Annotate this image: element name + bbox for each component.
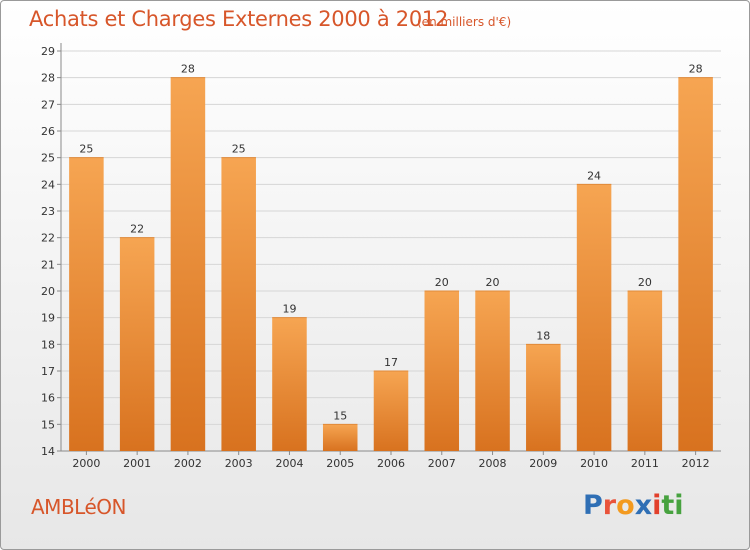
bar <box>322 424 358 451</box>
data-label: 15 <box>333 409 347 422</box>
x-tick-label: 2012 <box>682 457 710 470</box>
y-tick-label: 20 <box>41 285 55 298</box>
x-tick-label: 2004 <box>275 457 303 470</box>
bar <box>424 291 460 451</box>
logo-letter: o <box>616 490 635 521</box>
y-tick-label: 15 <box>41 418 55 431</box>
data-label: 24 <box>587 169 601 182</box>
data-label: 18 <box>536 329 550 342</box>
bar <box>221 157 256 451</box>
logo-letter: t <box>661 490 675 521</box>
x-tick-label: 2003 <box>225 457 253 470</box>
y-tick-label: 14 <box>41 445 55 458</box>
y-tick-label: 25 <box>41 152 55 165</box>
data-label: 20 <box>638 276 652 289</box>
data-label: 17 <box>384 356 398 369</box>
bar <box>119 237 155 451</box>
data-label: 22 <box>130 223 144 236</box>
y-tick-label: 26 <box>41 125 55 138</box>
y-tick-label: 18 <box>41 338 55 351</box>
chart-subtitle: (en milliers d'€) <box>417 15 512 29</box>
bar <box>373 371 409 451</box>
labels: 14 15 16 17 18 19 20 21 22 23 24 25 26 27 28 29 25 2000 22… <box>41 45 710 470</box>
x-tick-label: 2002 <box>174 457 202 470</box>
data-label: 25 <box>79 143 93 156</box>
commune-name: AMBLéON <box>31 495 126 519</box>
y-tick-label: 29 <box>41 45 55 58</box>
x-tick-label: 2007 <box>428 457 456 470</box>
logo-letter: r <box>602 490 617 521</box>
x-tick-label: 2010 <box>580 457 608 470</box>
bar <box>69 157 104 451</box>
y-tick-label: 16 <box>41 392 55 405</box>
y-tick-label: 27 <box>41 98 55 111</box>
bar <box>678 77 713 452</box>
y-tick-label: 28 <box>41 72 55 85</box>
x-tick-label: 2008 <box>479 457 507 470</box>
y-tick-label: 21 <box>41 258 55 271</box>
y-tick-label: 24 <box>41 178 55 191</box>
data-label: 20 <box>435 276 449 289</box>
x-tick-label: 2001 <box>123 457 151 470</box>
logo-letter: i <box>652 490 662 521</box>
x-tick-label: 2005 <box>326 457 354 470</box>
data-label: 19 <box>282 303 296 316</box>
logo-letter: P <box>583 490 603 521</box>
y-tick-label: 22 <box>41 232 55 245</box>
y-tick-label: 23 <box>41 205 55 218</box>
x-tick-label: 2009 <box>529 457 557 470</box>
data-label: 20 <box>486 276 500 289</box>
bar <box>272 317 307 451</box>
bars <box>69 77 713 452</box>
x-tick-label: 2000 <box>72 457 100 470</box>
logo-letter: x <box>634 490 653 521</box>
proxiti-logo[interactable]: Proxiti <box>583 490 684 521</box>
x-tick-label: 2006 <box>377 457 405 470</box>
y-tick-label: 19 <box>41 312 55 325</box>
bar <box>170 77 206 452</box>
bar <box>526 344 561 451</box>
bar <box>576 184 612 452</box>
x-tick-label: 2011 <box>631 457 659 470</box>
data-label: 28 <box>689 63 703 76</box>
data-label: 28 <box>181 63 195 76</box>
chart-title: Achats et Charges Externes 2000 à 2012 <box>29 7 449 31</box>
bar <box>627 291 663 451</box>
bar <box>475 291 510 451</box>
logo-letter: i <box>674 490 684 521</box>
data-label: 25 <box>232 143 246 156</box>
y-tick-label: 17 <box>41 365 55 378</box>
